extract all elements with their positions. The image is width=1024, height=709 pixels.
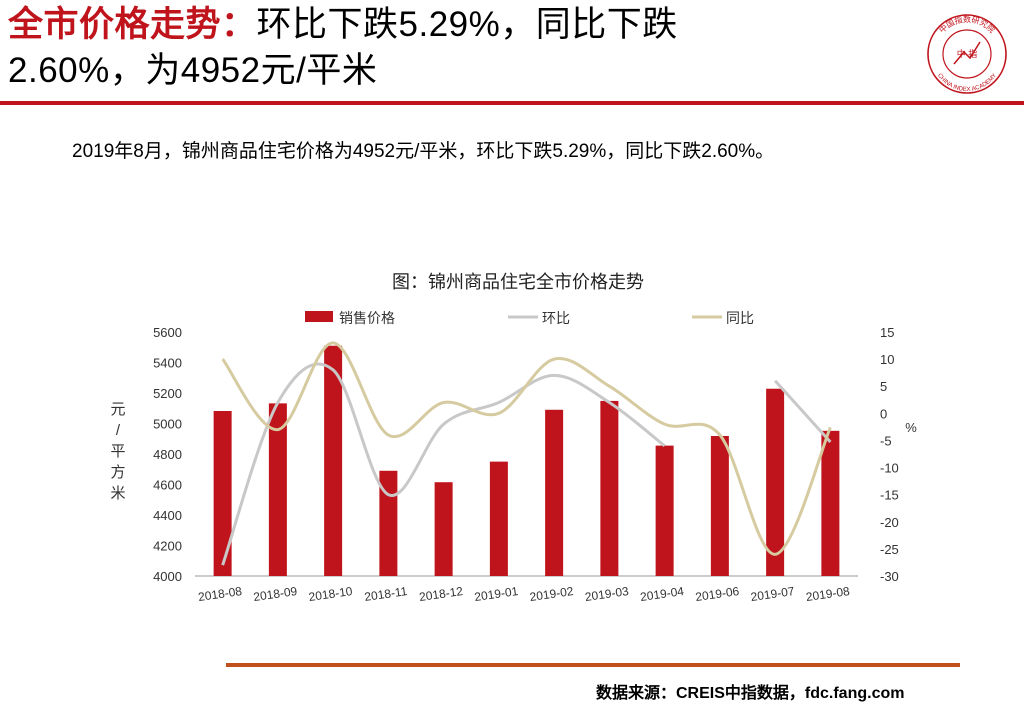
y-tick-label: 4400 [153,508,182,523]
chart-title: 图：锦州商品住宅全市价格走势 [392,272,644,292]
y-right-tick-label: -30 [880,569,899,584]
y-axis-label-char: 平 [110,443,125,460]
y-tick-label: 4200 [153,539,182,554]
price-bar [268,403,287,576]
x-tick-label: 2019-06 [695,584,741,604]
academy-logo: 中国指数研究院 CHINA INDEX ACADEMY 中 指 [927,14,1007,94]
price-bar [821,430,840,576]
legend-label: 同比 [726,310,754,326]
y-tick-label: 4000 [153,569,182,584]
x-tick-label: 2019-01 [474,584,520,604]
legend-swatch-price [305,311,333,322]
summary-text: 2019年8月，锦州商品住宅价格为4952元/平米，环比下跌5.29%，同比下跌… [72,141,775,162]
y-right-tick-label: -5 [880,433,892,448]
y-right-tick-label: -10 [880,461,899,476]
logo-center-text: 中 指 [957,48,978,59]
legend-label: 环比 [542,310,570,326]
x-tick-label: 2018-10 [308,584,354,604]
mom-line [774,379,832,444]
y-tick-label: 5200 [153,386,182,401]
page-title-accent: 全市价格走势： [8,5,257,44]
price-bar [655,445,674,576]
y-right-axis-label: % [905,420,917,435]
y-right-tick-label: 15 [880,325,894,340]
price-bar [213,410,232,576]
y-right-tick-label: 5 [880,379,887,394]
mom-line [221,362,666,566]
y-axis-label-char: 元 [110,401,125,418]
y-axis-label-char: 米 [110,485,125,502]
y-tick-label: 4800 [153,447,182,462]
price-bar [766,388,785,576]
y-tick-label: 5000 [153,417,182,432]
svg-text:CHINA INDEX ACADEMY: CHINA INDEX ACADEMY [936,73,998,93]
y-tick-label: 5600 [153,325,182,340]
price-bar [600,400,619,576]
price-bar [434,482,453,576]
y-right-tick-label: -20 [880,515,899,530]
svg-text:中国指数研究院: 中国指数研究院 [937,14,997,35]
x-tick-label: 2018-09 [253,584,299,604]
y-right-tick-label: -25 [880,542,899,557]
page-title-line2: 2.60%，为4952元/平米 [8,51,378,90]
x-tick-label: 2018-08 [197,584,243,604]
page-title-line1: 环比下跌5.29%，同比下跌 [256,5,678,44]
x-tick-label: 2019-03 [584,584,630,604]
x-tick-label: 2019-04 [639,584,685,604]
legend-label: 销售价格 [339,310,395,326]
price-bar [379,470,398,576]
price-bar [489,461,508,576]
y-right-tick-label: 10 [880,352,894,367]
price-bar [545,409,564,576]
x-tick-label: 2019-08 [805,584,851,604]
x-tick-label: 2019-02 [529,584,575,604]
header-divider [0,101,1024,105]
x-tick-label: 2018-11 [363,584,408,604]
y-axis-label-char: 方 [110,464,125,481]
x-tick-label: 2019-07 [750,584,796,604]
logo-top-text: 中国指数研究院 [937,14,997,35]
footer-divider [226,663,960,667]
y-tick-label: 4600 [153,478,182,493]
yoy-line [221,341,832,556]
y-right-tick-label: 0 [880,406,887,421]
x-tick-label: 2018-12 [418,584,464,604]
logo-bottom-text: CHINA INDEX ACADEMY [936,73,998,93]
y-tick-label: 5400 [153,356,182,371]
y-right-tick-label: -15 [880,488,899,503]
y-axis-label-char: / [116,422,121,439]
price-bar [324,345,343,576]
data-source: 数据来源：CREIS中指数据，fdc.fang.com [596,685,905,702]
price-bar [710,436,729,576]
page-title: 全市价格走势：环比下跌5.29%，同比下跌 2.60%，为4952元/平米 [8,2,908,94]
